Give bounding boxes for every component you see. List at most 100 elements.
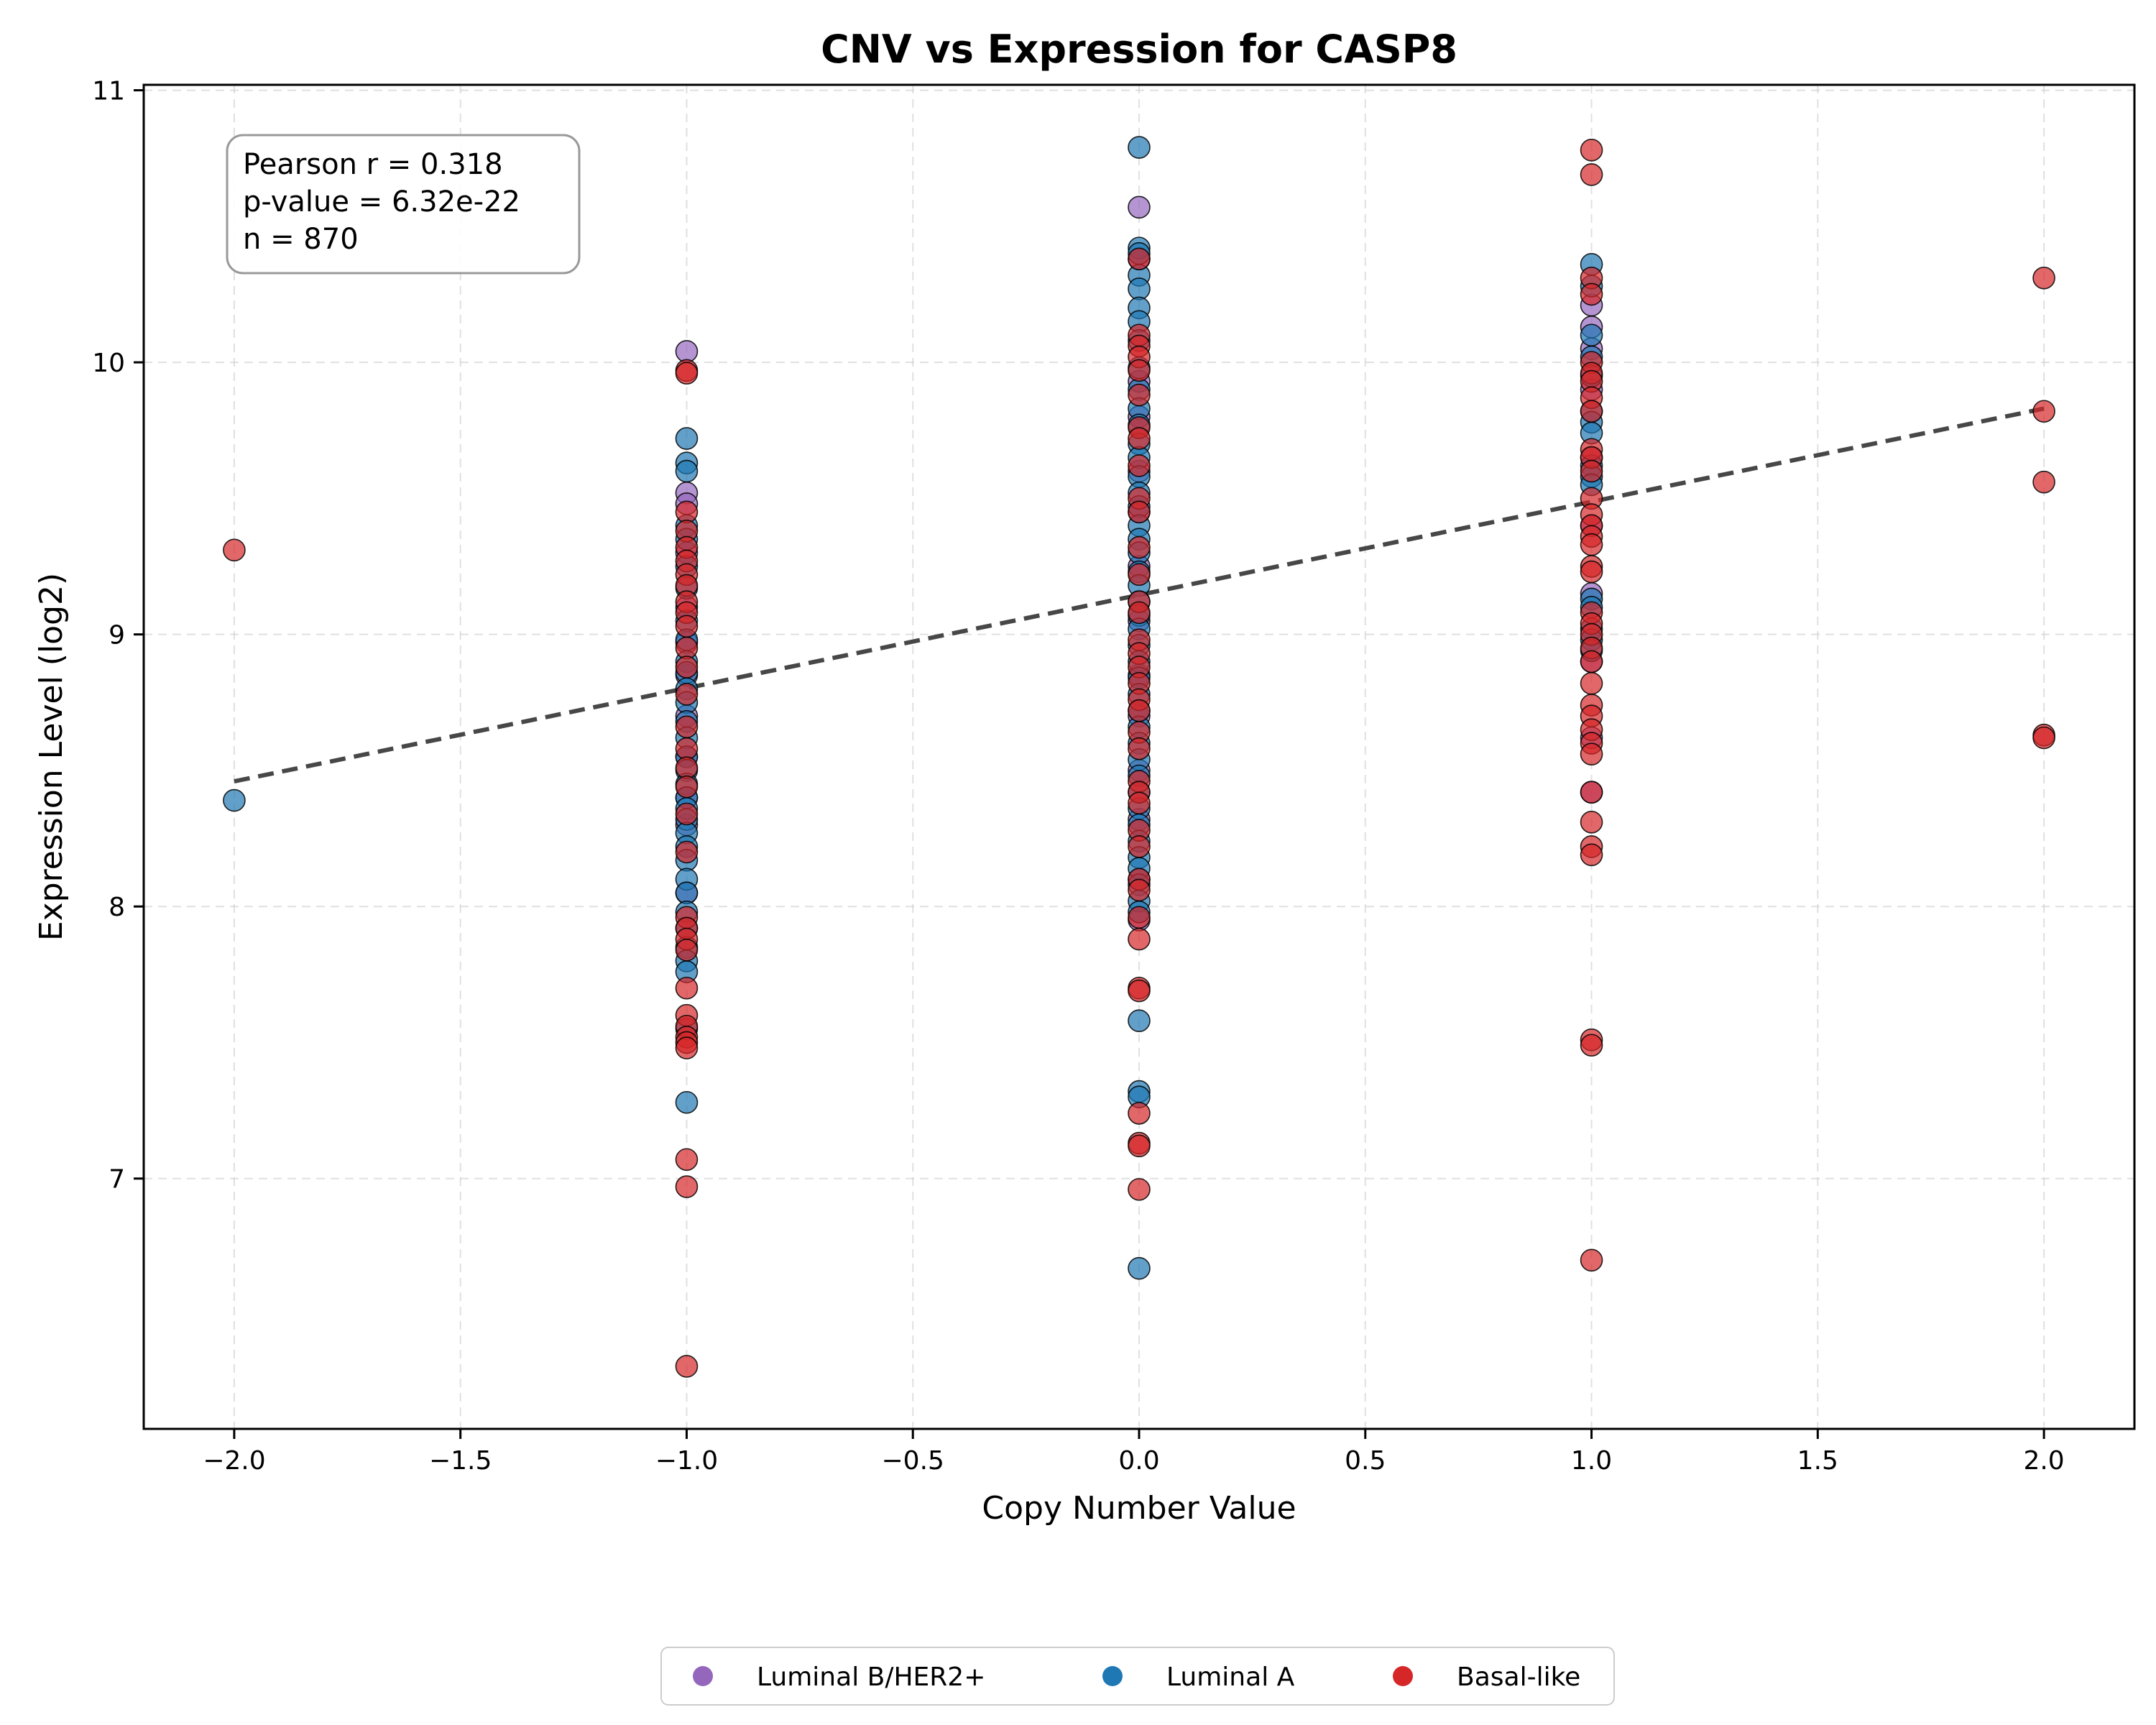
data-point [675,1036,699,1059]
data-point [2032,470,2055,494]
data-point [1128,927,1151,951]
legend-marker [693,1666,713,1686]
data-point [1128,1134,1151,1158]
data-point [2032,726,2055,750]
data-point [1128,1102,1151,1125]
data-point [1580,742,1603,766]
data-point [1580,560,1603,584]
data-point [1128,563,1151,586]
data-point [2032,400,2055,423]
data-point [1128,1256,1151,1280]
data-point [223,538,246,562]
data-point [675,1090,699,1114]
x-tick-label: −1.5 [429,1446,492,1476]
data-point [1128,247,1151,271]
legend-label: Luminal B/HER2+ [757,1662,985,1692]
legend-label: Luminal A [1166,1662,1295,1692]
data-point [1580,282,1603,306]
x-tick-label: 0.0 [1118,1446,1159,1476]
data-point [1128,500,1151,524]
legend-marker [1393,1666,1413,1686]
data-point [675,615,699,638]
data-point [1580,1034,1603,1057]
legend: Luminal B/HER2+ Luminal A Basal-like [660,1647,1615,1706]
stats-n: n = 870 [243,223,359,256]
x-axis-ticks: −2.0 −1.5 −1.0 −0.5 0.0 0.5 1.0 1.5 2.0 [203,1429,2065,1476]
data-point [1128,699,1151,722]
data-point [675,802,699,826]
data-point [675,756,699,779]
data-point [1128,277,1151,300]
y-tick-label: 10 [92,349,125,378]
data-point [1128,535,1151,559]
data-point [675,737,699,760]
data-point [1580,400,1603,423]
data-point [675,500,699,524]
x-tick-label: 0.5 [1345,1446,1386,1476]
data-point [1128,878,1151,902]
data-point [1128,737,1151,760]
data-point [1580,781,1603,804]
x-tick-label: −0.5 [882,1446,944,1476]
data-point [1128,427,1151,450]
data-point [1128,979,1151,1003]
y-axis-ticks: 7 8 9 10 11 [92,77,144,1195]
data-point [1580,650,1603,673]
data-point [2032,266,2055,290]
data-point [1128,196,1151,219]
stats-pearson: Pearson r = 0.318 [243,148,503,181]
data-point [675,683,699,706]
data-point [675,459,699,483]
y-tick-label: 7 [109,1165,125,1195]
x-tick-label: 1.0 [1571,1446,1612,1476]
data-point [1128,835,1151,858]
data-point [1128,601,1151,625]
data-point [1128,454,1151,477]
legend-label: Basal-like [1457,1662,1580,1692]
data-point [675,362,699,385]
data-point [1580,811,1603,834]
stats-pvalue: p-value = 6.32e-22 [243,185,520,218]
data-point [1128,791,1151,815]
data-point [675,427,699,450]
data-point [675,840,699,864]
stats-box-frame [226,134,581,275]
data-point [675,938,699,962]
data-point [675,715,699,739]
data-point [675,1148,699,1172]
y-tick-label: 11 [92,77,125,106]
x-tick-label: −1.0 [655,1446,718,1476]
data-point [1580,139,1603,162]
stats-box: Pearson r = 0.318 p-value = 6.32e-22 n =… [226,134,581,275]
data-point [675,881,699,905]
y-tick-label: 9 [109,621,125,650]
trend-line-group [234,406,2045,784]
chart-title: CNV vs Expression for CASP8 [821,27,1457,72]
data-point [1580,323,1603,347]
data-point [1580,671,1603,695]
data-point [675,976,699,1000]
data-point [1580,843,1603,867]
trend-line [234,406,2045,784]
x-tick-label: 2.0 [2023,1446,2064,1476]
data-points [223,136,2055,1378]
y-tick-label: 8 [109,893,125,922]
x-axis-label: Copy Number Value [982,1490,1296,1527]
data-point [675,775,699,799]
data-point [675,1175,699,1198]
data-point [1580,533,1603,556]
data-point [1128,383,1151,407]
data-point [1128,1178,1151,1201]
data-point [675,340,699,363]
data-point [1128,136,1151,159]
data-point [1128,1009,1151,1032]
y-axis-label: Expression Level (log2) [33,573,70,941]
data-point [1580,459,1603,483]
legend-items: Luminal B/HER2+ Luminal A Basal-like [693,1662,1580,1692]
data-point [1580,163,1603,186]
data-point [1580,1248,1603,1272]
data-point [1128,906,1151,929]
data-point [675,1355,699,1378]
